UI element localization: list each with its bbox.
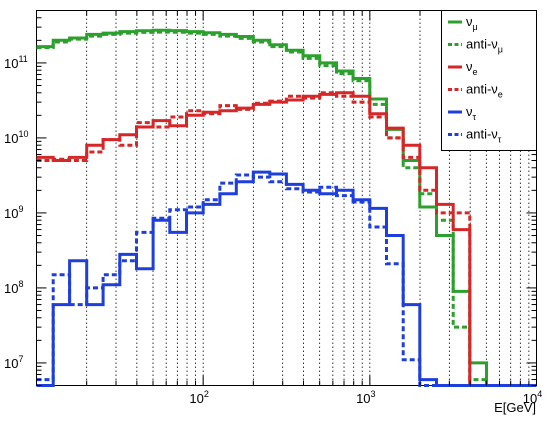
legend-label: νe bbox=[466, 59, 478, 77]
x-axis-title: E[GeV] bbox=[494, 400, 536, 415]
y-tick-label: 1010 bbox=[4, 129, 28, 146]
legend-label: ντ bbox=[466, 104, 477, 122]
y-tick-label: 108 bbox=[4, 279, 23, 296]
series-line-3 bbox=[36, 91, 537, 387]
legend-label: anti-νe bbox=[466, 82, 503, 100]
series-line-4 bbox=[36, 170, 537, 387]
series-line-5 bbox=[36, 173, 537, 387]
series-line-1 bbox=[36, 30, 537, 387]
legend-label: anti-ντ bbox=[466, 127, 502, 145]
x-tick-label: 103 bbox=[356, 389, 375, 406]
legend-box bbox=[441, 10, 537, 151]
y-tick-label: 109 bbox=[4, 204, 23, 221]
series-group bbox=[36, 28, 537, 387]
x-tick-label: 102 bbox=[189, 389, 208, 406]
y-tick-label: 1011 bbox=[4, 54, 28, 71]
y-tick-label: 107 bbox=[4, 354, 23, 371]
legend-label: anti-νμ bbox=[466, 37, 503, 55]
legend: νμ anti-νμ νe anti-νe ντ anti-ντ bbox=[441, 10, 537, 151]
legend-label: νμ bbox=[466, 14, 478, 32]
